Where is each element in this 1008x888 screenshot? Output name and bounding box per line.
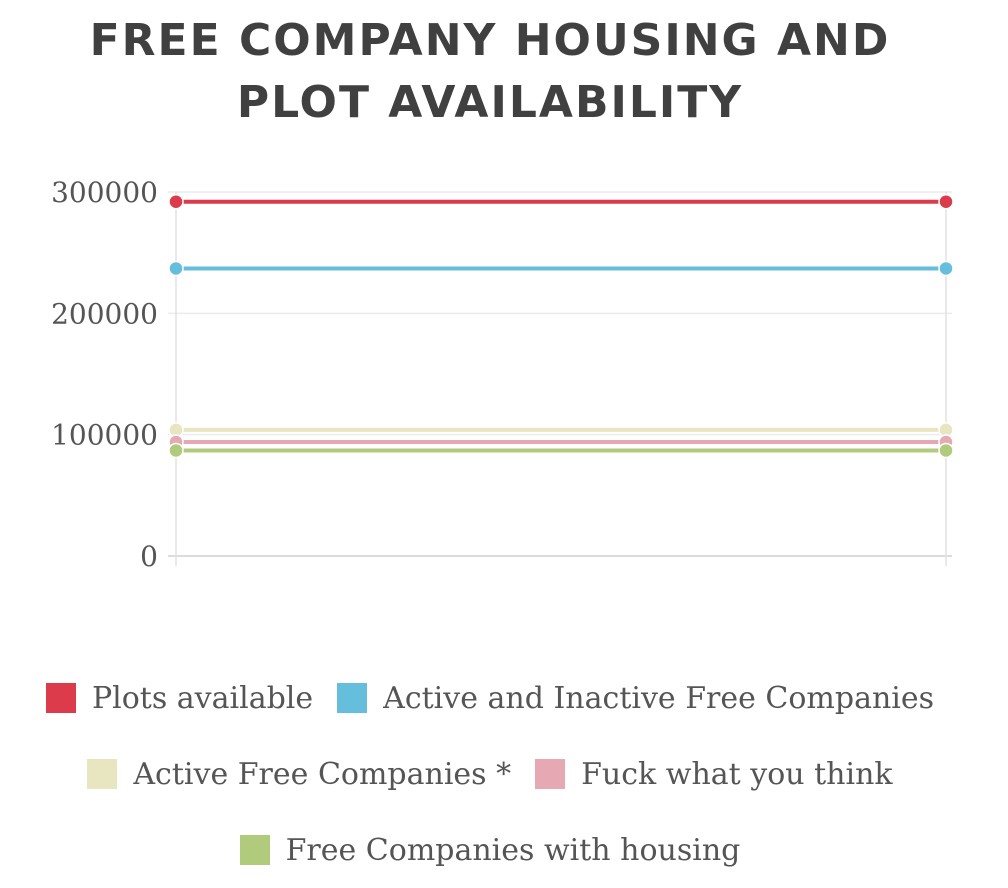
legend-item-active-free-companies[interactable]: Active Free Companies *	[87, 757, 511, 792]
legend-swatch	[45, 683, 76, 713]
chart-series	[168, 193, 954, 459]
chart-title-line-1: FREE COMPANY HOUSING AND	[89, 15, 891, 66]
data-point	[938, 442, 954, 459]
legend-item-fuck-what-you-think[interactable]: Fuck what you think	[535, 756, 893, 792]
data-point	[938, 193, 954, 210]
y-tick-label: 100000	[51, 419, 158, 452]
y-tick-label: 200000	[51, 297, 158, 330]
data-point	[168, 442, 184, 459]
y-tick-label: 300000	[51, 176, 158, 209]
chart-grid	[168, 191, 952, 566]
legend-label: Fuck what you think	[581, 756, 893, 792]
legend-label: Active Free Companies *	[133, 756, 512, 792]
legend-item-active-and-inactive[interactable]: Active and Inactive Free Companies	[337, 681, 934, 716]
legend-label: Plots available	[91, 680, 314, 716]
data-point	[168, 193, 184, 210]
data-point	[938, 260, 954, 277]
legend-row: Plots available Active and Inactive Free…	[0, 660, 980, 736]
chart-title-line-2: PLOT AVAILABILITY	[236, 77, 744, 128]
data-point	[168, 260, 184, 277]
y-tick-label: 0	[140, 540, 158, 573]
chart-legend: Plots available Active and Inactive Free…	[0, 660, 980, 888]
legend-swatch	[239, 835, 270, 865]
chart-title: FREE COMPANY HOUSING AND PLOT AVAILABILI…	[0, 10, 980, 134]
legend-label: Active and Inactive Free Companies	[383, 680, 935, 716]
legend-row: Active Free Companies * Fuck what you th…	[0, 736, 980, 812]
legend-row: Free Companies with housing	[0, 812, 980, 888]
legend-swatch	[87, 759, 118, 789]
legend-swatch	[535, 759, 566, 789]
y-axis: 300000 200000 100000 0	[51, 176, 158, 573]
legend-item-with-housing[interactable]: Free Companies with housing	[239, 832, 741, 868]
legend-label: Free Companies with housing	[285, 832, 741, 868]
line-chart: 300000 200000 100000 0	[51, 176, 954, 573]
legend-swatch	[337, 683, 368, 713]
legend-item-plots-available[interactable]: Plots available	[45, 680, 314, 716]
